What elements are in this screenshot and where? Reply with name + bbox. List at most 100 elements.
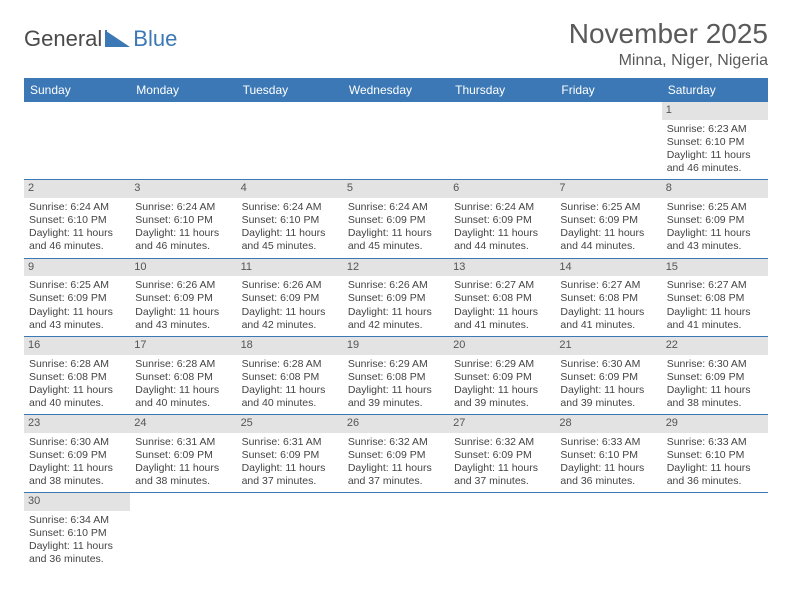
day-header-cell: Sunday [24,78,130,102]
day-header-cell: Tuesday [237,78,343,102]
title-block: November 2025 Minna, Niger, Nigeria [569,18,768,70]
day-sunset: Sunset: 6:09 PM [667,214,763,227]
day-daylight2: and 38 minutes. [135,475,231,488]
day-daylight1: Daylight: 11 hours [667,384,763,397]
day-sunrise: Sunrise: 6:31 AM [135,436,231,449]
day-daylight1: Daylight: 11 hours [454,462,550,475]
location-text: Minna, Niger, Nigeria [569,52,768,70]
weeks-container: 1Sunrise: 6:23 AMSunset: 6:10 PMDaylight… [24,102,768,571]
day-daylight1: Daylight: 11 hours [135,227,231,240]
day-daylight1: Daylight: 11 hours [560,227,656,240]
day-number: 26 [343,415,449,433]
day-cell: 12Sunrise: 6:26 AMSunset: 6:09 PMDayligh… [343,259,449,336]
day-number: 7 [555,180,661,198]
empty-cell [237,102,343,179]
day-daylight2: and 37 minutes. [242,475,338,488]
day-number: 20 [449,337,555,355]
day-daylight1: Daylight: 11 hours [135,462,231,475]
day-daylight1: Daylight: 11 hours [29,306,125,319]
day-daylight2: and 41 minutes. [560,319,656,332]
day-cell: 11Sunrise: 6:26 AMSunset: 6:09 PMDayligh… [237,259,343,336]
day-sunset: Sunset: 6:09 PM [454,371,550,384]
day-daylight1: Daylight: 11 hours [29,540,125,553]
day-sunset: Sunset: 6:09 PM [135,449,231,462]
day-number: 2 [24,180,130,198]
day-number: 13 [449,259,555,277]
day-sunrise: Sunrise: 6:28 AM [135,358,231,371]
week-row: 30Sunrise: 6:34 AMSunset: 6:10 PMDayligh… [24,493,768,570]
day-number: 6 [449,180,555,198]
day-sunrise: Sunrise: 6:24 AM [135,201,231,214]
day-sunset: Sunset: 6:10 PM [667,449,763,462]
day-cell: 22Sunrise: 6:30 AMSunset: 6:09 PMDayligh… [662,337,768,414]
day-daylight1: Daylight: 11 hours [135,384,231,397]
day-daylight2: and 46 minutes. [29,240,125,253]
day-sunset: Sunset: 6:09 PM [348,449,444,462]
day-sunset: Sunset: 6:09 PM [454,214,550,227]
day-cell: 27Sunrise: 6:32 AMSunset: 6:09 PMDayligh… [449,415,555,492]
day-sunset: Sunset: 6:09 PM [135,292,231,305]
day-sunset: Sunset: 6:10 PM [29,214,125,227]
empty-cell [662,493,768,570]
day-daylight2: and 40 minutes. [242,397,338,410]
day-daylight2: and 36 minutes. [560,475,656,488]
day-daylight2: and 40 minutes. [29,397,125,410]
day-cell: 29Sunrise: 6:33 AMSunset: 6:10 PMDayligh… [662,415,768,492]
day-daylight1: Daylight: 11 hours [454,384,550,397]
day-cell: 26Sunrise: 6:32 AMSunset: 6:09 PMDayligh… [343,415,449,492]
day-number: 22 [662,337,768,355]
day-cell: 25Sunrise: 6:31 AMSunset: 6:09 PMDayligh… [237,415,343,492]
day-sunset: Sunset: 6:09 PM [29,449,125,462]
day-cell: 13Sunrise: 6:27 AMSunset: 6:08 PMDayligh… [449,259,555,336]
day-number: 11 [237,259,343,277]
day-daylight1: Daylight: 11 hours [242,227,338,240]
day-sunrise: Sunrise: 6:24 AM [348,201,444,214]
day-sunset: Sunset: 6:09 PM [560,371,656,384]
day-sunrise: Sunrise: 6:30 AM [667,358,763,371]
day-cell: 21Sunrise: 6:30 AMSunset: 6:09 PMDayligh… [555,337,661,414]
logo: General Blue [24,26,177,52]
day-daylight1: Daylight: 11 hours [667,227,763,240]
day-daylight1: Daylight: 11 hours [242,384,338,397]
day-sunrise: Sunrise: 6:28 AM [29,358,125,371]
day-sunrise: Sunrise: 6:27 AM [560,279,656,292]
day-daylight1: Daylight: 11 hours [135,306,231,319]
day-daylight2: and 39 minutes. [348,397,444,410]
day-header-cell: Thursday [449,78,555,102]
day-cell: 14Sunrise: 6:27 AMSunset: 6:08 PMDayligh… [555,259,661,336]
day-daylight2: and 36 minutes. [667,475,763,488]
day-number: 14 [555,259,661,277]
day-daylight1: Daylight: 11 hours [454,306,550,319]
day-sunset: Sunset: 6:09 PM [242,292,338,305]
empty-cell [24,102,130,179]
day-sunset: Sunset: 6:08 PM [454,292,550,305]
day-daylight1: Daylight: 11 hours [29,384,125,397]
week-row: 9Sunrise: 6:25 AMSunset: 6:09 PMDaylight… [24,259,768,337]
day-sunset: Sunset: 6:10 PM [242,214,338,227]
day-cell: 4Sunrise: 6:24 AMSunset: 6:10 PMDaylight… [237,180,343,257]
day-daylight1: Daylight: 11 hours [560,462,656,475]
day-daylight2: and 39 minutes. [560,397,656,410]
day-daylight1: Daylight: 11 hours [242,306,338,319]
day-daylight1: Daylight: 11 hours [348,462,444,475]
day-sunrise: Sunrise: 6:33 AM [560,436,656,449]
day-header-row: SundayMondayTuesdayWednesdayThursdayFrid… [24,78,768,102]
day-sunrise: Sunrise: 6:30 AM [560,358,656,371]
day-daylight1: Daylight: 11 hours [29,227,125,240]
day-cell: 19Sunrise: 6:29 AMSunset: 6:08 PMDayligh… [343,337,449,414]
day-number: 4 [237,180,343,198]
day-daylight2: and 37 minutes. [454,475,550,488]
empty-cell [237,493,343,570]
day-cell: 10Sunrise: 6:26 AMSunset: 6:09 PMDayligh… [130,259,236,336]
day-cell: 24Sunrise: 6:31 AMSunset: 6:09 PMDayligh… [130,415,236,492]
day-number: 30 [24,493,130,511]
day-sunrise: Sunrise: 6:25 AM [560,201,656,214]
day-daylight1: Daylight: 11 hours [29,462,125,475]
day-number: 16 [24,337,130,355]
day-sunset: Sunset: 6:08 PM [560,292,656,305]
day-daylight2: and 38 minutes. [29,475,125,488]
day-sunset: Sunset: 6:10 PM [29,527,125,540]
day-number: 19 [343,337,449,355]
day-sunset: Sunset: 6:09 PM [454,449,550,462]
day-sunset: Sunset: 6:09 PM [348,292,444,305]
